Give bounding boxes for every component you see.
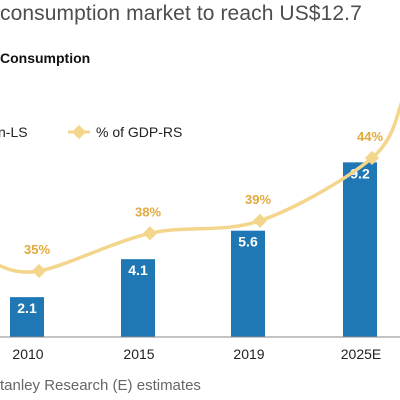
x-tick-label-2019: 2019 — [233, 346, 264, 362]
x-tick-label-2010: 2010 — [12, 346, 43, 362]
gdp-share-line — [0, 102, 400, 274]
x-tick-label-2015: 2015 — [123, 346, 154, 362]
line-marker-2010 — [31, 263, 47, 279]
legend: n-LS % of GDP-RS — [0, 124, 182, 140]
bar-2015 — [121, 259, 155, 337]
bar-2010 — [10, 297, 44, 337]
line-markers — [31, 150, 380, 279]
line-marker-2019 — [252, 213, 268, 228]
bar-2019 — [231, 230, 265, 337]
source-note: tanley Research (E) estimates — [0, 377, 201, 394]
combo-chart: n-LS % of GDP-RS 2.14.15.69.2 35%38%39%4… — [0, 102, 400, 362]
line-value-labels: 35% 38% 39% 44% — [24, 129, 383, 257]
bar-value-label-2019: 5.6 — [238, 234, 258, 250]
line-marker-2015 — [142, 226, 158, 241]
legend-line-label: % of GDP-RS — [96, 124, 182, 140]
bar-value-label-2010: 2.1 — [17, 300, 37, 316]
x-axis-ticks: 2010 2015 2019 2025E — [12, 346, 381, 362]
line-value-label-2010: 35% — [24, 242, 50, 257]
bar-2025E — [343, 162, 377, 337]
chart-headline: consumption market to reach US$12.7 — [0, 2, 362, 25]
bar-value-label-2015: 4.1 — [128, 262, 148, 278]
line-value-label-2019: 39% — [245, 192, 271, 207]
bar-series: 2.14.15.69.2 — [10, 162, 377, 337]
legend-diamond-swatch — [71, 124, 87, 140]
line-value-label-2015: 38% — [135, 204, 161, 219]
chart-subtitle: Consumption — [0, 50, 91, 66]
line-value-label-2025E: 44% — [357, 129, 383, 144]
legend-bar-label: n-LS — [0, 124, 28, 140]
x-tick-label-2025E: 2025E — [341, 346, 381, 362]
line-marker-2025E — [364, 150, 380, 166]
